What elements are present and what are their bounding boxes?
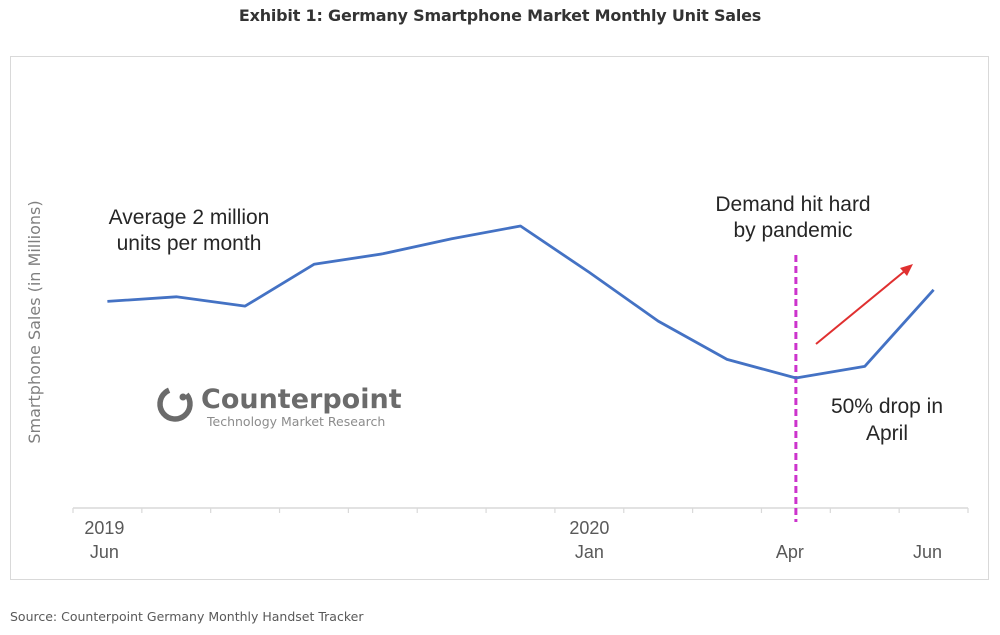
counterpoint-logo: Counterpoint Technology Market Research — [157, 384, 402, 429]
x-tick-label: Jan — [575, 542, 604, 562]
x-tick-label: 2019 — [84, 518, 124, 538]
x-tick-label: Jun — [90, 542, 119, 562]
annotation-average-line2: units per month — [117, 232, 262, 255]
counterpoint-logo-icon — [157, 386, 193, 422]
chart-title: Exhibit 1: Germany Smartphone Market Mon… — [238, 6, 762, 25]
y-axis-label: Smartphone Sales (in Millions) — [25, 200, 44, 443]
x-tick-label: 2020 — [569, 518, 609, 538]
x-axis-tick-labels: 2019 Jun 2020 Jan Apr Jun — [84, 518, 942, 562]
x-axis-ticks — [72, 508, 969, 513]
x-tick-label: Apr — [776, 542, 804, 562]
annotation-drop-line1: 50% drop in — [831, 395, 943, 418]
annotation-drop-line2: April — [866, 422, 908, 445]
x-tick-label: Jun — [913, 542, 942, 562]
annotation-pandemic-line1: Demand hit hard — [715, 193, 870, 216]
logo-name: Counterpoint — [201, 384, 402, 415]
annotation-average-line1: Average 2 million — [109, 206, 270, 229]
annotation-pandemic-line2: by pandemic — [733, 219, 852, 242]
logo-tagline: Technology Market Research — [206, 414, 385, 429]
recovery-arrow-icon — [815, 264, 913, 345]
source-note: Source: Counterpoint Germany Monthly Han… — [10, 609, 364, 624]
chart-frame — [10, 56, 989, 580]
series-points — [107, 225, 934, 379]
